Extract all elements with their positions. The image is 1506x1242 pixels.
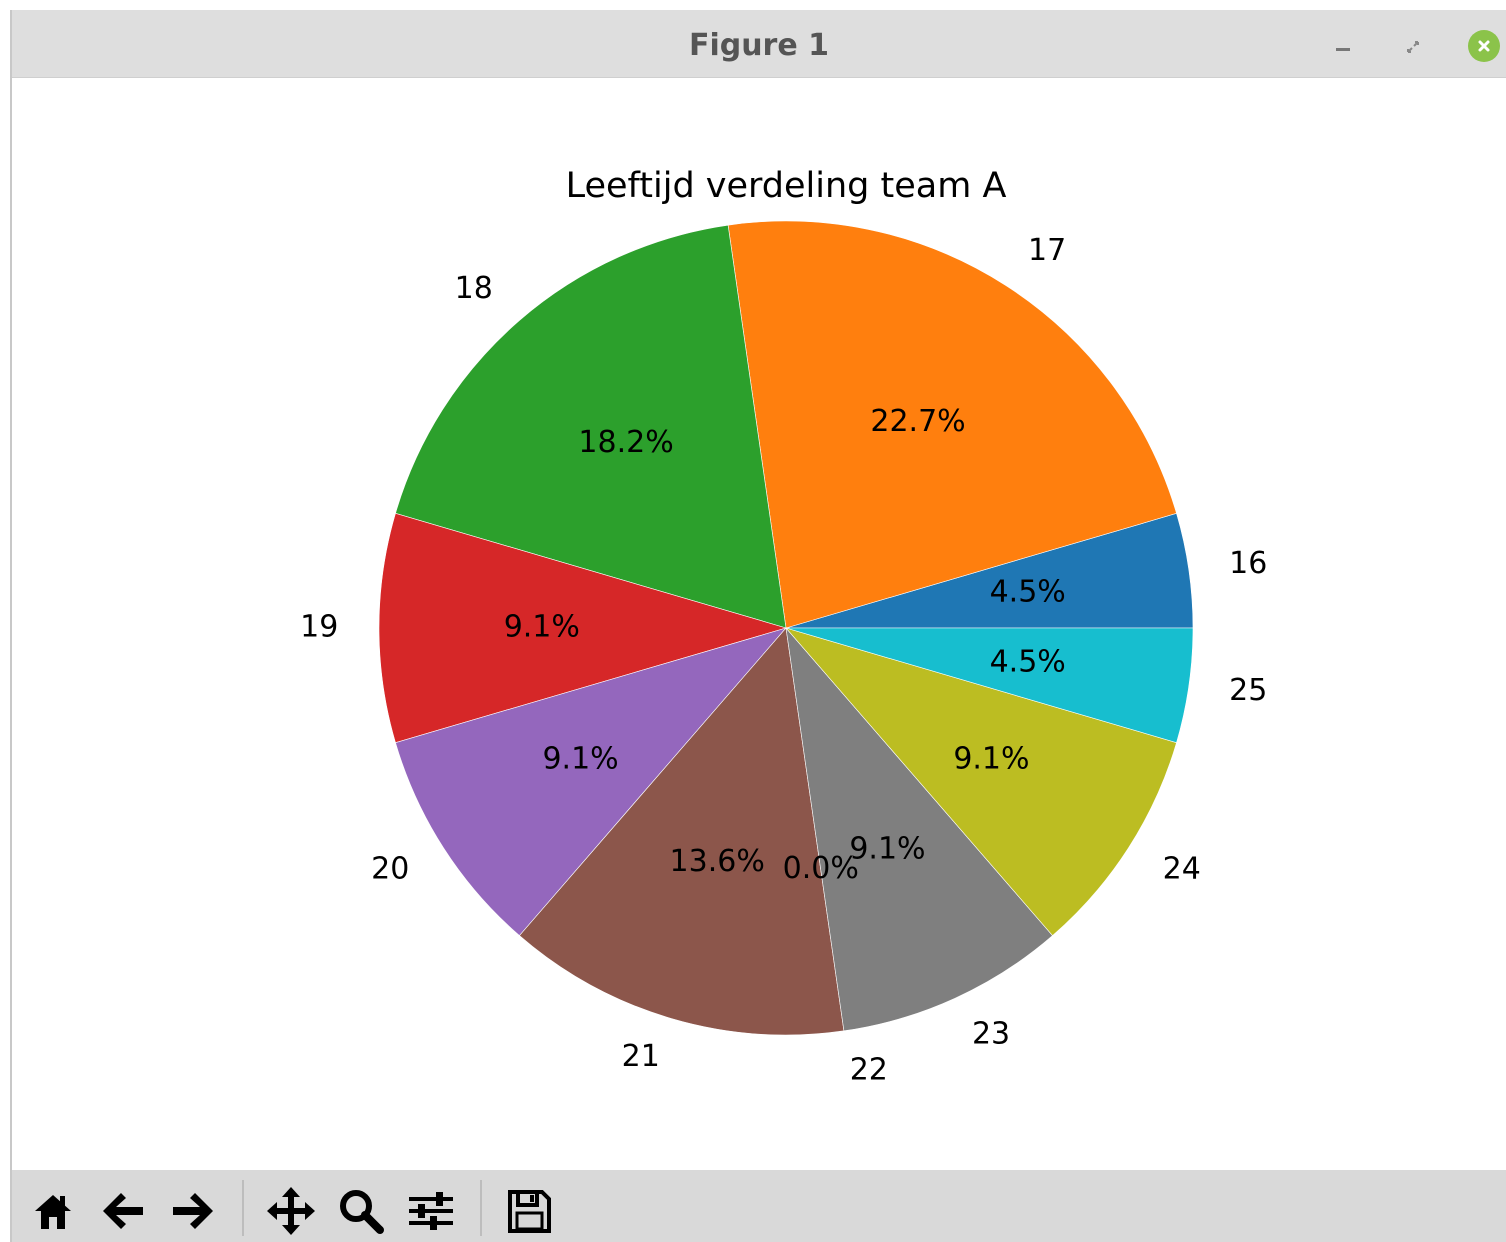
pie-slice-21 — [519, 627, 845, 1036]
pie-slice-23 — [785, 627, 1053, 1032]
slice-label-24: 24 — [1163, 852, 1201, 887]
pan-icon — [267, 1187, 315, 1235]
slice-label-20: 20 — [371, 852, 409, 887]
figure-window: Figure 1 Leeftijd verdeling team A 16 17 1… — [10, 10, 1506, 1242]
pie-slice-19 — [378, 512, 788, 744]
configure-subplots-button[interactable] — [402, 1182, 460, 1240]
forward-button[interactable] — [164, 1182, 222, 1240]
close-button[interactable] — [1468, 30, 1500, 62]
navigation-toolbar — [12, 1170, 1506, 1242]
window-title: Figure 1 — [688, 28, 830, 63]
slice-label-17: 17 — [1028, 233, 1066, 268]
figure-canvas: Leeftijd verdeling team A 16 17 18 19 20 21 22… — [12, 78, 1506, 1170]
back-arrow-icon — [103, 1193, 143, 1229]
maximize-button[interactable] — [1398, 32, 1428, 62]
slice-percent-21: 13.6% — [670, 844, 765, 879]
pie-slice-25 — [785, 627, 1194, 744]
slice-percent-25: 4.5% — [990, 644, 1066, 679]
slice-label-25: 25 — [1229, 673, 1267, 708]
zoom-button[interactable] — [332, 1182, 390, 1240]
save-icon — [508, 1190, 551, 1233]
chart-title: Leeftijd verdeling team A — [566, 166, 1007, 206]
slice-percent-23: 9.1% — [849, 832, 925, 867]
slice-label-23: 23 — [972, 1017, 1010, 1052]
home-icon — [35, 1195, 71, 1229]
pie-chart: Leeftijd verdeling team A 16 17 18 19 20 21 22… — [300, 166, 1267, 1088]
title-bar: Figure 1 — [12, 10, 1506, 78]
slice-label-22: 22 — [850, 1053, 888, 1088]
back-button[interactable] — [94, 1182, 152, 1240]
pie-slice-24 — [785, 627, 1177, 937]
slice-percent-16: 4.5% — [990, 575, 1066, 610]
toolbar-separator — [480, 1180, 482, 1236]
pan-button[interactable] — [262, 1182, 320, 1240]
configure-subplots-icon — [409, 1192, 453, 1230]
slice-percent-20: 9.1% — [542, 742, 618, 777]
slice-percent-19: 9.1% — [504, 610, 580, 645]
minimize-button[interactable] — [1328, 32, 1358, 62]
pie-slice-20 — [395, 627, 787, 937]
close-icon — [1478, 40, 1490, 52]
slice-label-21: 21 — [622, 1039, 660, 1074]
slice-label-18: 18 — [455, 271, 493, 306]
minimize-icon — [1336, 47, 1350, 51]
slice-percent-17: 22.7% — [870, 404, 965, 439]
zoom-icon — [340, 1190, 384, 1234]
slice-label-19: 19 — [300, 610, 338, 645]
maximize-icon — [1407, 41, 1419, 53]
slice-percent-22: 0.0% — [783, 851, 859, 886]
toolbar-separator — [242, 1180, 244, 1236]
pie-slice-18 — [395, 224, 787, 629]
slice-percent-24: 9.1% — [953, 742, 1029, 777]
slice-label-16: 16 — [1229, 546, 1267, 581]
slice-percent-18: 18.2% — [578, 425, 673, 460]
save-button[interactable] — [500, 1182, 558, 1240]
home-button[interactable] — [24, 1182, 82, 1240]
forward-arrow-icon — [173, 1193, 213, 1229]
pie-slice-17 — [727, 220, 1177, 629]
